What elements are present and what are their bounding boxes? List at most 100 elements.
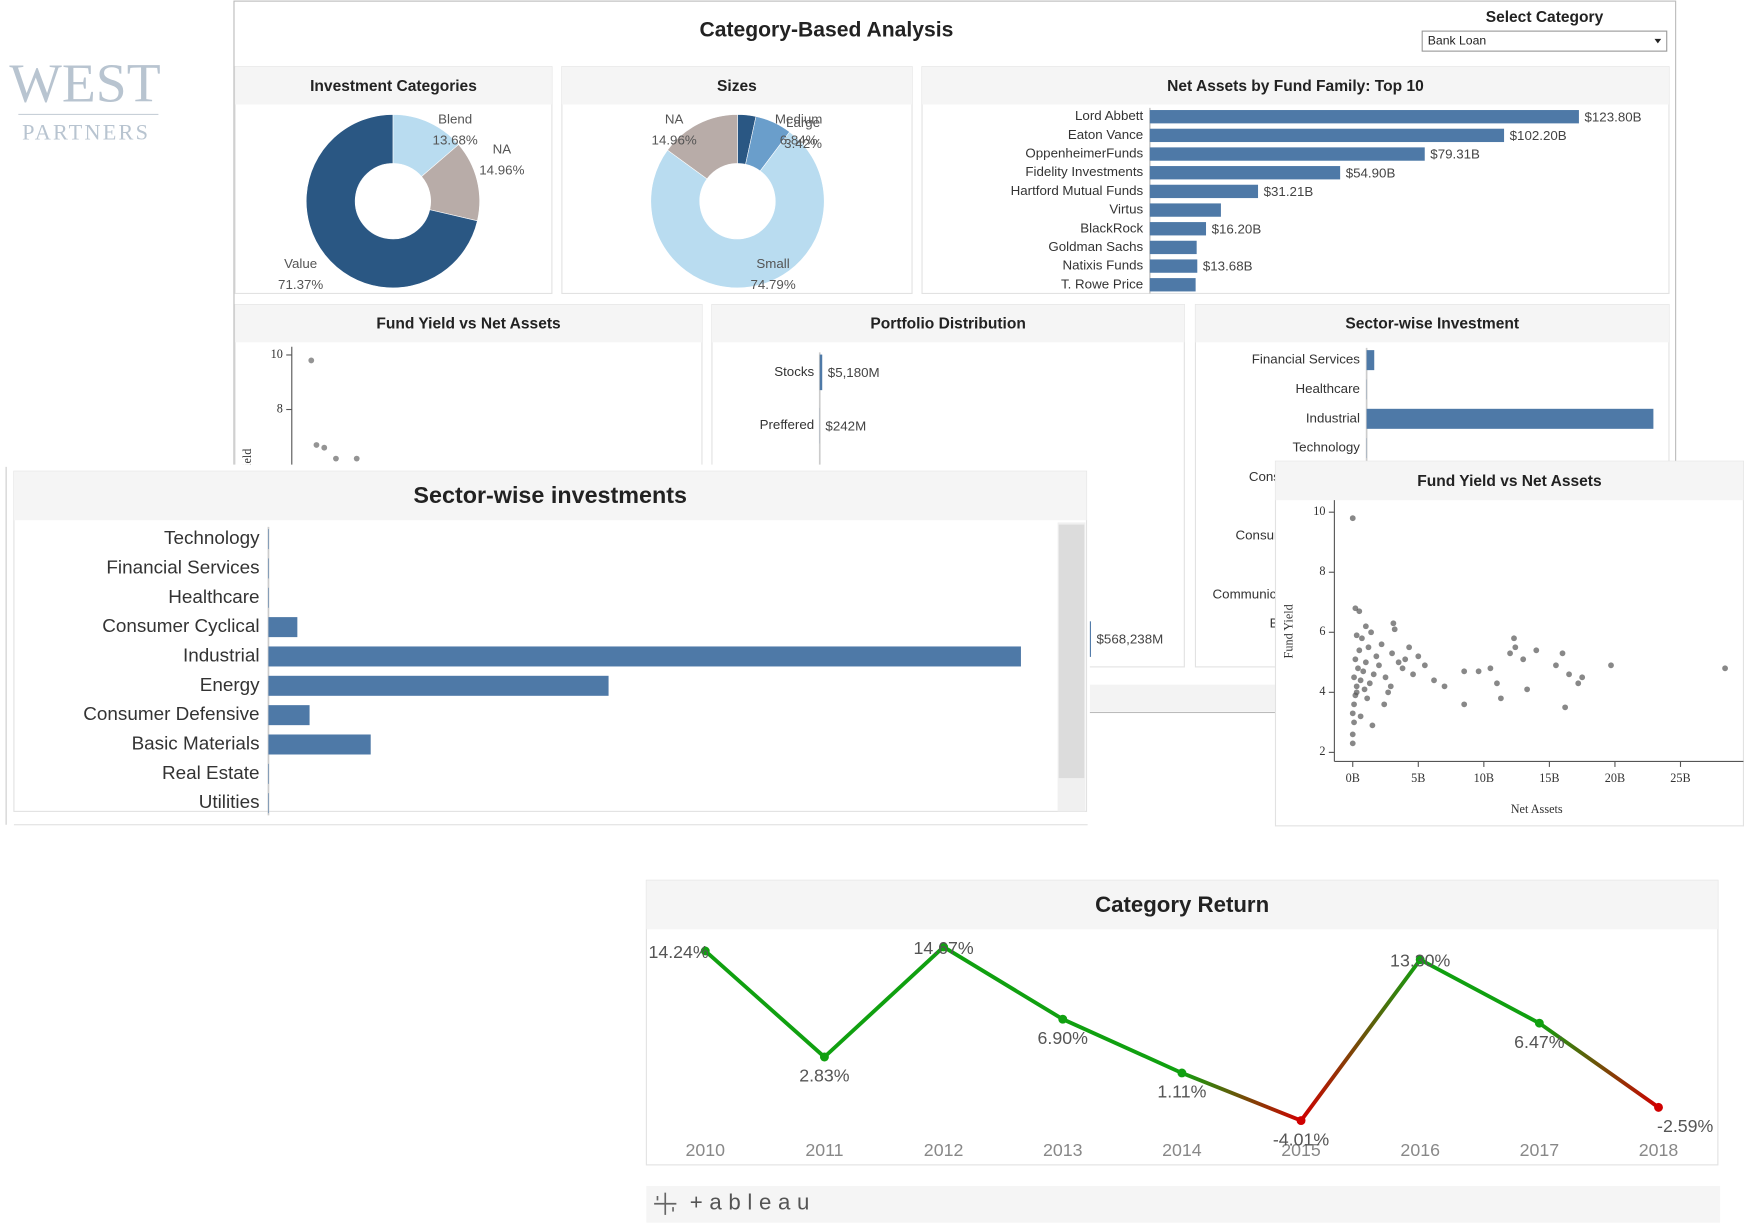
- scatter-point: [1381, 701, 1388, 708]
- panel-header: [235, 66, 552, 105]
- scatter-point: [1461, 668, 1468, 675]
- x-tick-label: 2010: [686, 1140, 726, 1160]
- scatter-point: [321, 444, 328, 451]
- slice-value-label: 3.42%: [784, 136, 822, 151]
- x-axis-label: Net Assets: [1511, 802, 1563, 816]
- slice-value-label: 6.84%: [780, 133, 818, 148]
- scatter-point: [1360, 668, 1367, 675]
- x-tick-label: 2017: [1520, 1140, 1560, 1160]
- scatter-point: [1402, 656, 1409, 663]
- tableau-footer: +ableau: [646, 1185, 1721, 1223]
- scatter-point: [1353, 689, 1360, 696]
- scatter-point: [1349, 710, 1356, 717]
- slice-label: Value: [284, 256, 317, 271]
- category-label: Basic Materials: [132, 733, 260, 754]
- scatter-point: [1608, 662, 1614, 669]
- value-label: 6.90%: [1038, 1028, 1089, 1048]
- dropdown-arrow[interactable]: [1654, 38, 1662, 44]
- category-label: OppenheimerFunds: [1025, 146, 1143, 161]
- category-label: Virtus: [1109, 202, 1143, 217]
- return-point: [700, 946, 710, 956]
- scatter-point: [1431, 677, 1437, 684]
- panel: [13, 470, 1088, 812]
- y-tick-label: 6: [1319, 624, 1325, 638]
- scatter-point: [1391, 626, 1398, 633]
- slice-label: Medium: [775, 112, 822, 127]
- value-label: 14.67%: [913, 938, 973, 958]
- scatter-point: [1507, 650, 1513, 657]
- footer-bar: [646, 1185, 1721, 1223]
- scatter-point: [1361, 686, 1368, 693]
- category-label: Consumer Defensive: [83, 704, 259, 725]
- bar: [819, 354, 823, 391]
- scatter-point: [353, 455, 360, 462]
- slice-label: Small: [756, 256, 789, 271]
- panel-title: Category Return: [1095, 892, 1269, 917]
- x-tick-label: 25B: [1670, 771, 1690, 785]
- panel-header: [922, 66, 1669, 105]
- panel-title: Portfolio Distribution: [870, 316, 1025, 333]
- scatter-point: [1362, 659, 1369, 666]
- scatter-point: [1399, 665, 1406, 672]
- bar-value-label: $13.68B: [1203, 259, 1253, 274]
- category-label: Stocks: [774, 364, 814, 379]
- dashboard-title: Category-Based Analysis: [700, 19, 954, 42]
- value-label: 6.47%: [1514, 1032, 1565, 1052]
- y-tick-label: 10: [271, 347, 283, 361]
- bar: [1149, 128, 1505, 143]
- scatter-point: [1520, 656, 1527, 663]
- category-label: Hartford Mutual Funds: [1011, 183, 1144, 198]
- bar: [268, 617, 298, 638]
- scatter-point: [1355, 665, 1361, 672]
- scatter-point: [1722, 665, 1728, 672]
- category-label: Goldman Sachs: [1048, 239, 1143, 254]
- bar-value-label: $5,180M: [828, 365, 880, 380]
- scatter-point: [1351, 674, 1357, 681]
- logo: WEST PARTNERS: [9, 53, 160, 145]
- category-label: Technology: [1293, 440, 1361, 455]
- category-label: Consumer Cyclical: [102, 616, 259, 637]
- category-label: Energy: [200, 675, 260, 696]
- bar: [268, 763, 270, 784]
- return-point: [1296, 1116, 1306, 1126]
- scatter-point: [1357, 713, 1364, 720]
- panel-header: [561, 66, 913, 105]
- x-tick-label: 0B: [1346, 771, 1360, 785]
- panel-title: Net Assets by Fund Family: Top 10: [1167, 78, 1424, 95]
- x-tick-label: 20B: [1605, 771, 1625, 785]
- scatter-point: [1562, 704, 1569, 711]
- value-label: 1.11%: [1157, 1082, 1206, 1102]
- value-label: -4.01%: [1273, 1129, 1329, 1149]
- dropdown-box[interactable]: [1421, 30, 1668, 52]
- y-tick-label: 8: [1319, 564, 1325, 578]
- scatter-point: [1487, 665, 1494, 672]
- scatter-point: [1512, 644, 1519, 651]
- panel-title: Sector-wise investments: [413, 482, 687, 508]
- scatter-point: [1351, 719, 1357, 726]
- bar: [1149, 166, 1341, 180]
- scatter-point: [1353, 632, 1360, 639]
- value-label: 13.30%: [1390, 951, 1450, 971]
- y-tick-label: 2: [1319, 744, 1325, 758]
- scrollbar-thumb: [1058, 524, 1085, 779]
- scatter-point: [1369, 722, 1376, 729]
- scatter-point: [1461, 701, 1468, 708]
- bar: [1149, 240, 1197, 255]
- panel-header: [1275, 461, 1744, 501]
- category-dropdown[interactable]: Bank Loan: [1421, 30, 1668, 52]
- scatter-point: [1497, 695, 1504, 702]
- scatter-point: [1382, 674, 1389, 681]
- slice-value-label: 14.96%: [479, 163, 524, 178]
- bar: [1149, 184, 1259, 199]
- x-tick-label: 2016: [1400, 1140, 1440, 1160]
- scatter-point: [1349, 731, 1356, 738]
- scatter-point: [1352, 605, 1359, 612]
- scatter-point: [1362, 623, 1369, 630]
- dropdown-value[interactable]: Bank Loan: [1428, 33, 1486, 47]
- scatter-point: [333, 455, 339, 462]
- x-tick-label: 2013: [1043, 1140, 1083, 1160]
- panel-header: [711, 304, 1185, 343]
- return-point: [1177, 1068, 1187, 1078]
- panel: [1274, 460, 1744, 827]
- return-point: [1534, 1018, 1544, 1028]
